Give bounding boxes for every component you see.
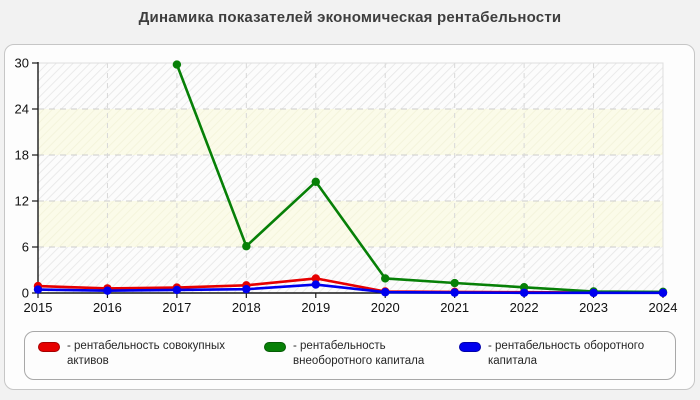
y-tick-label: 12 (15, 194, 29, 209)
data-point-marker (519, 288, 529, 297)
data-point-marker (311, 177, 320, 187)
data-point-marker (311, 280, 320, 289)
x-tick-label: 2024 (649, 300, 678, 315)
x-tick-label: 2015 (24, 300, 53, 315)
x-tick-label: 2019 (301, 300, 330, 315)
blue-series-swatch (459, 342, 481, 352)
y-tick-label: 0 (22, 286, 29, 301)
legend-item-working-capital: - рентабельность оборотного капитала (459, 339, 676, 369)
y-tick-label: 18 (15, 148, 29, 163)
legend-label: - рентабельность оборотного капитала (488, 340, 645, 368)
x-tick-label: 2020 (371, 300, 400, 315)
data-point-marker (381, 274, 390, 283)
x-tick-label: 2023 (579, 300, 608, 315)
series-line (36, 283, 665, 295)
legend-item-total-assets: - рентабельность совокупных активов (38, 339, 259, 369)
x-tick-label: 2017 (162, 300, 191, 315)
data-point-marker (450, 288, 459, 297)
x-axis-labels: 2015 2016 2017 2018 2019 2020 2021 2022 2023 2024 (24, 293, 678, 315)
data-point-marker (589, 288, 598, 298)
x-tick-label: 2022 (510, 300, 539, 315)
x-tick-label: 2016 (93, 300, 122, 315)
y-axis-labels: 0 6 12 18 24 30 (15, 56, 38, 301)
data-point-marker (242, 242, 251, 251)
chart-legend: - рентабельность совокупных активов - ре… (24, 331, 676, 380)
legend-item-noncurrent-capital: - рентабельность внеоборотного капитала (264, 339, 445, 369)
plot-bands (38, 63, 663, 293)
y-tick-label: 6 (22, 240, 29, 255)
page-title: Динамика показателей экономическая рента… (138, 9, 562, 26)
gridlines (37, 62, 664, 294)
legend-label: - рентабельность совокупных активов (67, 340, 225, 368)
data-point-marker (381, 288, 390, 297)
data-point-marker (172, 60, 182, 69)
data-point-marker (172, 285, 182, 295)
x-tick-label: 2018 (232, 300, 261, 315)
series-line (175, 63, 665, 294)
red-series-swatch (38, 342, 60, 352)
data-point-marker (103, 286, 112, 295)
data-point-marker (450, 278, 459, 288)
y-tick-label: 24 (15, 102, 29, 117)
series-2 (33, 280, 668, 298)
data-point-marker (33, 285, 43, 294)
green-series-swatch (264, 342, 286, 352)
y-tick-label: 30 (15, 56, 29, 71)
data-point-marker (311, 274, 320, 283)
x-tick-label: 2021 (440, 300, 469, 315)
data-point-marker (242, 284, 251, 294)
legend-label: - рентабельность внеоборотного капитала (293, 340, 425, 368)
data-point-marker (658, 288, 668, 298)
